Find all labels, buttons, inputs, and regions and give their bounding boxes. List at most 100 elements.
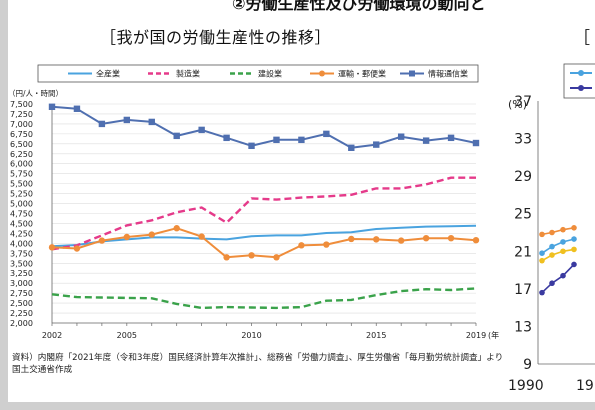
side-data-point-0 — [539, 250, 545, 256]
x-tick-label: 2010 — [241, 331, 261, 340]
data-point-4 — [298, 136, 305, 144]
data-point-3 — [447, 234, 455, 242]
y-tick-label: 7,500 — [10, 100, 33, 109]
side-y-tick-label: 13 — [514, 319, 532, 335]
side-legend-marker-1 — [578, 85, 584, 91]
side-data-point-1 — [539, 231, 545, 238]
side-data-point-2 — [549, 252, 555, 258]
bottom-border — [0, 402, 595, 410]
data-point-3 — [73, 245, 81, 252]
side-data-point-3 — [571, 261, 577, 268]
y-tick-label: 6,500 — [10, 140, 33, 149]
data-point-3 — [248, 252, 255, 259]
side-x-tick-label: 19 — [576, 378, 594, 394]
y-tick-label: 3,500 — [10, 259, 33, 268]
side-data-point-0 — [560, 239, 566, 245]
side-x-tick-label: 1990 — [508, 378, 544, 394]
series-line-3 — [51, 227, 477, 259]
y-tick-label: 4,250 — [10, 229, 33, 238]
data-point-3 — [323, 241, 330, 248]
data-point-4 — [98, 120, 106, 128]
data-point-4 — [73, 105, 81, 112]
side-y-tick-label: 9 — [523, 357, 532, 373]
side-y-tick-label: 33 — [514, 132, 532, 148]
data-point-3 — [223, 254, 230, 261]
series-line-2 — [51, 287, 477, 310]
side-y-tick-label: 21 — [514, 244, 532, 260]
y-tick-label: 4,750 — [10, 210, 33, 219]
data-point-4 — [148, 118, 155, 126]
data-point-4 — [447, 134, 455, 142]
data-point-4 — [273, 136, 280, 144]
chart-title: ［我が国の労働生産性の推移］ — [100, 28, 332, 47]
side-legend-marker-0 — [578, 70, 584, 76]
series-line-4 — [51, 105, 477, 149]
legend-label-4: 情報通信業 — [428, 69, 468, 79]
y-tick-label: 2,250 — [10, 309, 33, 318]
series-line-0 — [51, 224, 477, 248]
y-tick-label: 7,250 — [10, 110, 33, 119]
legend-marker-4 — [409, 70, 415, 77]
data-point-3 — [198, 233, 205, 240]
y-tick-label: 3,250 — [10, 269, 33, 278]
legend-label-0: 全産業 — [96, 69, 120, 79]
side-series-line-2 — [541, 248, 575, 262]
side-y-tick-label: 17 — [514, 282, 532, 298]
side-y-tick-label: 29 — [514, 169, 532, 185]
side-y-tick-label: 25 — [514, 207, 532, 223]
side-series-line-3 — [541, 263, 575, 294]
data-point-3 — [298, 242, 305, 249]
y-tick-label: 6,000 — [10, 160, 33, 169]
data-point-3 — [472, 236, 480, 244]
data-point-3 — [98, 237, 106, 244]
data-point-4 — [348, 144, 355, 151]
series-line-1 — [51, 176, 476, 251]
side-data-point-3 — [539, 289, 545, 296]
section-heading: ②労働生産性及び労働環境の動向と — [232, 0, 486, 13]
data-point-4 — [173, 132, 180, 140]
data-point-4 — [198, 126, 205, 134]
left-border — [0, 0, 8, 410]
data-point-3 — [148, 231, 155, 238]
side-y-tick-label: 37 — [514, 94, 532, 110]
data-point-3 — [48, 244, 56, 251]
data-point-3 — [273, 254, 280, 261]
data-point-4 — [48, 103, 56, 110]
y-tick-label: 5,750 — [10, 170, 33, 179]
data-point-4 — [223, 134, 230, 142]
side-data-point-1 — [571, 225, 577, 231]
side-legend-box — [563, 63, 595, 99]
x-tick-label: 2002 — [42, 331, 62, 340]
data-point-3 — [397, 237, 405, 244]
legend-label-2: 建設業 — [258, 69, 282, 79]
y-tick-label: 3,000 — [10, 279, 33, 288]
y-tick-label: 6,250 — [10, 150, 33, 159]
side-data-point-1 — [549, 229, 555, 236]
legend-box — [37, 64, 479, 83]
data-point-4 — [323, 130, 330, 138]
productivity-chart: 全産業 製造業 建設業 運輸・郵便業 情報通信業（円/人・時間）2,0002,2502,… — [8, 64, 500, 340]
x-axis-label: (年) — [488, 330, 500, 340]
y-tick-label: 5,250 — [10, 190, 33, 199]
y-tick-label: 2,750 — [10, 289, 33, 298]
side-data-point-2 — [539, 257, 545, 264]
x-tick-label: 2015 — [366, 331, 386, 340]
x-tick-label: 2019 — [466, 331, 486, 340]
data-point-4 — [422, 137, 430, 144]
data-point-3 — [373, 236, 380, 243]
side-data-point-2 — [560, 248, 566, 255]
data-point-4 — [123, 116, 131, 124]
y-tick-label: 2,500 — [10, 299, 33, 308]
y-tick-label: 6,750 — [10, 130, 33, 139]
y-tick-label: 4,000 — [10, 239, 33, 248]
data-point-3 — [173, 225, 180, 232]
data-point-4 — [397, 133, 405, 140]
data-point-3 — [422, 234, 430, 242]
data-point-4 — [373, 141, 380, 148]
side-data-point-0 — [549, 243, 555, 250]
y-axis-label: （円/人・時間） — [8, 89, 63, 98]
data-point-4 — [472, 139, 480, 147]
y-tick-label: 5,000 — [10, 200, 33, 209]
legend-label-1: 製造業 — [176, 69, 200, 79]
